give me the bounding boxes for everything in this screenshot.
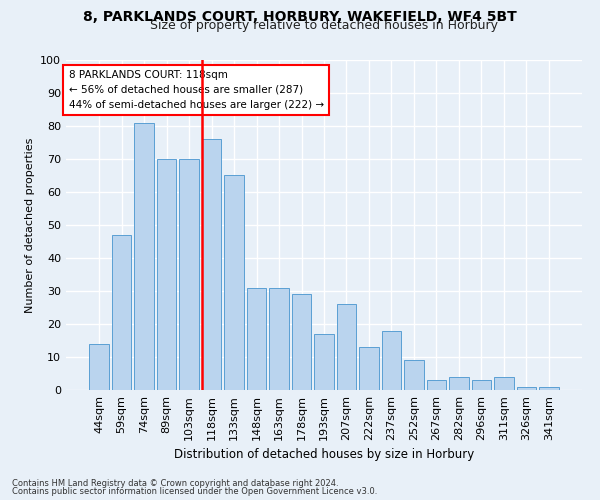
Bar — [134, 122, 154, 390]
Bar — [539, 386, 559, 390]
Text: 8, PARKLANDS COURT, HORBURY, WAKEFIELD, WF4 5BT: 8, PARKLANDS COURT, HORBURY, WAKEFIELD, … — [83, 10, 517, 24]
Bar — [382, 330, 401, 390]
Bar — [314, 334, 334, 390]
Text: Contains HM Land Registry data © Crown copyright and database right 2024.: Contains HM Land Registry data © Crown c… — [12, 478, 338, 488]
Bar — [404, 360, 424, 390]
Bar — [269, 288, 289, 390]
Bar — [89, 344, 109, 390]
Title: Size of property relative to detached houses in Horbury: Size of property relative to detached ho… — [150, 20, 498, 32]
Bar — [157, 159, 176, 390]
Bar — [292, 294, 311, 390]
X-axis label: Distribution of detached houses by size in Horbury: Distribution of detached houses by size … — [174, 448, 474, 462]
Y-axis label: Number of detached properties: Number of detached properties — [25, 138, 35, 312]
Bar — [112, 235, 131, 390]
Bar — [337, 304, 356, 390]
Bar — [472, 380, 491, 390]
Bar — [449, 377, 469, 390]
Bar — [359, 347, 379, 390]
Text: Contains public sector information licensed under the Open Government Licence v3: Contains public sector information licen… — [12, 487, 377, 496]
Text: 8 PARKLANDS COURT: 118sqm
← 56% of detached houses are smaller (287)
44% of semi: 8 PARKLANDS COURT: 118sqm ← 56% of detac… — [68, 70, 324, 110]
Bar — [427, 380, 446, 390]
Bar — [202, 139, 221, 390]
Bar — [517, 386, 536, 390]
Bar — [247, 288, 266, 390]
Bar — [224, 176, 244, 390]
Bar — [179, 159, 199, 390]
Bar — [494, 377, 514, 390]
